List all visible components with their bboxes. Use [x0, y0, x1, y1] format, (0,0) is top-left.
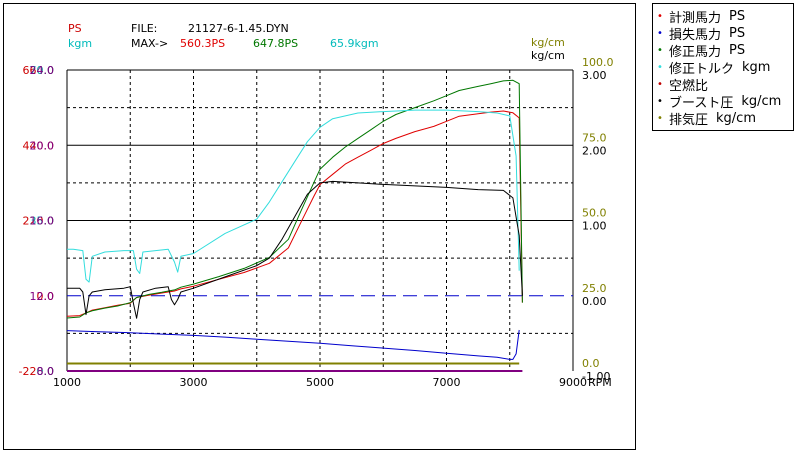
y-tick-label-purple: 24.0 — [30, 64, 55, 77]
legend-item: • 排気圧 kg/cm — [653, 110, 756, 128]
legend-label: 損失馬力 — [669, 27, 722, 43]
legend-bullet-icon: • — [657, 61, 663, 73]
right-unit-top: kg/cm — [531, 36, 565, 49]
y-tick-label-ps: 440.0 — [23, 139, 55, 152]
legend-item: • 修正トルク kgm — [653, 59, 771, 77]
y-tick-label-olive: 0.0 — [582, 357, 600, 370]
y-tick-label-black: 2.00 — [582, 144, 607, 157]
legend-item: • 修正馬力 PS — [653, 42, 746, 60]
series-lines — [66, 79, 523, 372]
legend-label: 排気圧 — [669, 112, 709, 128]
legend-bullet-icon: • — [657, 95, 663, 107]
y-tick-label-olive: 75.0 — [582, 131, 607, 144]
file-label: FILE: — [131, 22, 157, 35]
y-tick-label-kgm: 0.0 — [37, 365, 55, 378]
unit-kgm-label: kgm — [68, 37, 92, 50]
legend-unit: kg/cm — [716, 110, 756, 126]
y-tick-label-ps: 0.0 — [37, 290, 55, 303]
max-value-measured: 560.3PS — [180, 37, 225, 50]
x-axis-title: RPM — [588, 376, 612, 389]
right-unit-bottom: kg/cm — [531, 49, 565, 62]
legend-bullet-icon: • — [657, 112, 663, 124]
y-tick-label-olive: 100.0 — [582, 56, 614, 69]
legend-unit: kg/cm — [741, 93, 782, 109]
y-tick-label-purple: 20.0 — [30, 139, 55, 152]
x-tick-label: 3000 — [180, 376, 208, 389]
legend-item: • 損失馬力 PS — [653, 25, 746, 43]
legend-label: 計測馬力 — [669, 10, 722, 26]
legend-unit: PS — [729, 42, 746, 58]
series-line-3 — [67, 180, 523, 319]
max-value-torque: 65.9kgm — [330, 37, 379, 50]
legend-item: • 空燃比 — [653, 76, 716, 94]
x-tick-label: 1000 — [53, 376, 81, 389]
legend-unit: PS — [729, 8, 746, 24]
y-tick-label-black: 3.00 — [582, 69, 607, 82]
x-tick-label: 5000 — [306, 376, 334, 389]
legend-label: ブースト圧 — [669, 95, 734, 111]
legend-bullet-icon: • — [657, 27, 663, 39]
max-value-corrected: 647.8PS — [253, 37, 298, 50]
legend-bullet-icon: • — [657, 44, 663, 56]
axis-labels: 1000 3000 5000 7000 9000660.0440.0220.00.0-2… — [19, 56, 614, 389]
unit-ps-label: PS — [68, 22, 82, 35]
legend-label: 修正トルク — [669, 61, 735, 77]
y-tick-label-purple: 12.0 — [30, 290, 55, 303]
legend-bullet-icon: • — [657, 10, 663, 22]
y-tick-label-black: -1.00 — [582, 370, 610, 383]
legend-label: 空燃比 — [669, 78, 709, 94]
y-tick-label-kgm: 35.0 — [30, 215, 55, 228]
y-tick-label-olive: 50.0 — [582, 207, 607, 220]
legend-bullet-icon: • — [657, 78, 663, 90]
y-tick-label-ps: 660.0 — [23, 64, 55, 77]
series-line-0 — [66, 110, 523, 317]
file-name: 21127-6-1.45.DYN — [188, 22, 289, 35]
grid-lines — [67, 70, 573, 371]
max-label: MAX-> — [131, 37, 168, 50]
y-tick-label-ps: -220.0 — [19, 365, 54, 378]
y-tick-label-black: 0.00 — [582, 295, 607, 308]
y-tick-label-purple: 8.0 — [37, 365, 55, 378]
x-tick-label: 7000 — [433, 376, 461, 389]
y-tick-label-kgm: 70.0 — [30, 64, 55, 77]
legend-item: • 計測馬力 PS — [653, 8, 746, 26]
legend-unit: kgm — [742, 59, 771, 75]
series-line-2 — [67, 109, 520, 283]
series-line-1 — [66, 79, 523, 319]
y-tick-label-black: 1.00 — [582, 220, 607, 233]
legend-item: • ブースト圧 kg/cm — [653, 93, 782, 111]
x-tick-label: 9000 — [559, 376, 587, 389]
legend-unit: PS — [729, 25, 746, 41]
series-line-4 — [66, 329, 520, 360]
y-tick-label-olive: 25.0 — [582, 282, 607, 295]
y-tick-label-ps: 220.0 — [23, 215, 55, 228]
y-tick-label-purple: 16.0 — [30, 215, 55, 228]
legend-label: 修正馬力 — [669, 44, 722, 60]
legend-panel: • 計測馬力 PS • 損失馬力 PS • 修正馬力 PS • 修正トルク kgm • 空燃比 • ブースト圧… — [652, 3, 794, 131]
